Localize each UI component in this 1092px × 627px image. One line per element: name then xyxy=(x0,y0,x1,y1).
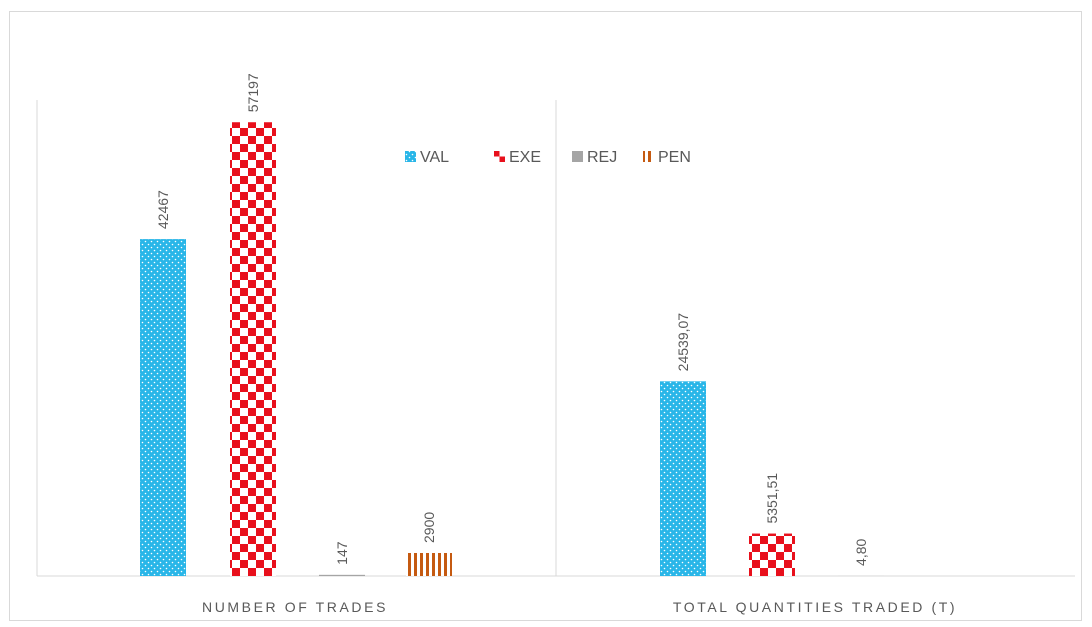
chart-frame xyxy=(9,11,1082,621)
legend-swatch-val-icon xyxy=(405,151,416,162)
category-label-number-of-trades: NUMBER OF TRADES xyxy=(202,599,388,615)
value-label-0-exe: 57197 xyxy=(245,73,261,112)
bar-1-exe xyxy=(749,533,795,576)
value-label-1-rej: 4,80 xyxy=(853,539,869,566)
bar-0-val xyxy=(140,239,186,576)
value-label-0-pen: 2900 xyxy=(421,512,437,543)
legend-swatch-pen-icon xyxy=(643,151,654,162)
legend-label-pen: PEN xyxy=(658,149,691,166)
bar-0-exe xyxy=(230,122,276,577)
legend-label-val: VAL xyxy=(420,149,449,166)
legend-swatch-rej-icon xyxy=(572,151,583,162)
value-label-0-val: 42467 xyxy=(155,190,171,229)
value-label-0-rej: 147 xyxy=(334,541,350,565)
legend-label-exe: EXE xyxy=(509,149,541,166)
bar-0-pen xyxy=(406,552,452,576)
category-label-total-quantities: TOTAL QUANTITIES TRADED (T) xyxy=(673,599,957,615)
bars-layer xyxy=(140,122,884,577)
legend: VAL EXE REJ PEN xyxy=(405,149,691,166)
legend-label-rej: REJ xyxy=(587,149,617,166)
value-label-1-val: 24539,07 xyxy=(675,313,691,372)
value-label-1-exe: 5351,51 xyxy=(764,473,780,524)
bar-0-rej xyxy=(319,574,365,576)
value-labels-layer: 42467 57197 147 2900 24539,07 5351,51 4,80 xyxy=(155,73,869,566)
legend-swatch-exe-icon xyxy=(494,151,505,162)
bar-1-val xyxy=(660,381,706,576)
